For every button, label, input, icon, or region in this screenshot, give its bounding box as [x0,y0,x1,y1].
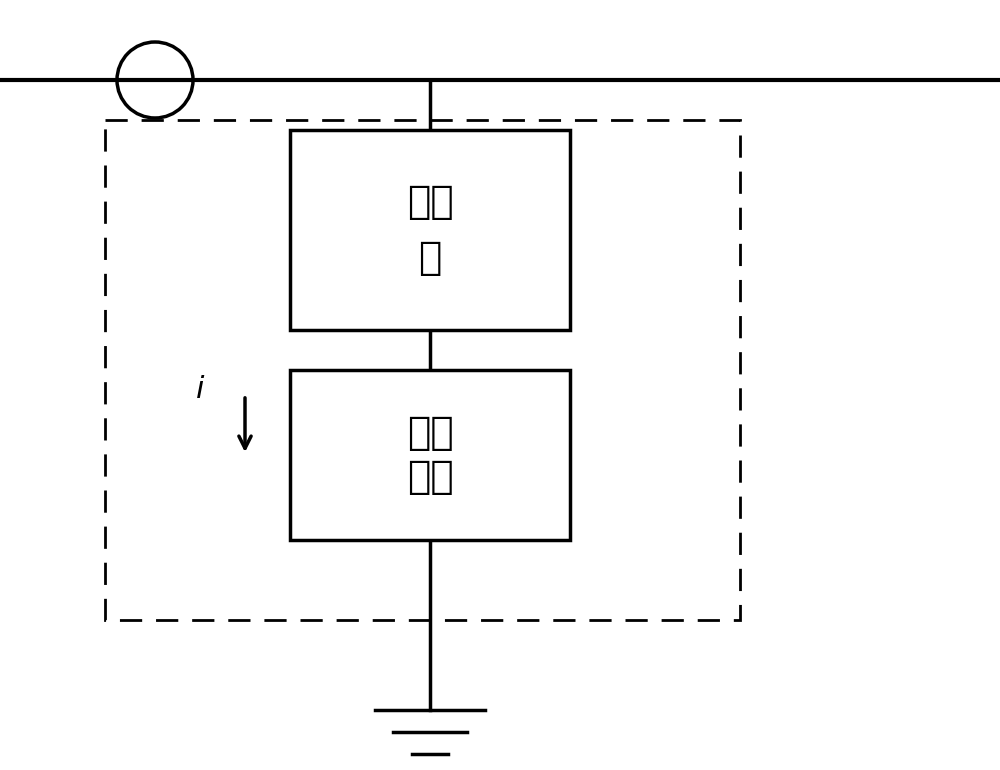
Text: 避雷: 避雷 [407,183,453,221]
Text: i: i [196,376,204,404]
Text: 检测: 检测 [407,414,453,452]
Text: 器: 器 [418,239,442,277]
Text: 装置: 装置 [407,458,453,496]
Bar [290,130,570,330]
Bar [105,120,740,620]
Bar [290,370,570,540]
